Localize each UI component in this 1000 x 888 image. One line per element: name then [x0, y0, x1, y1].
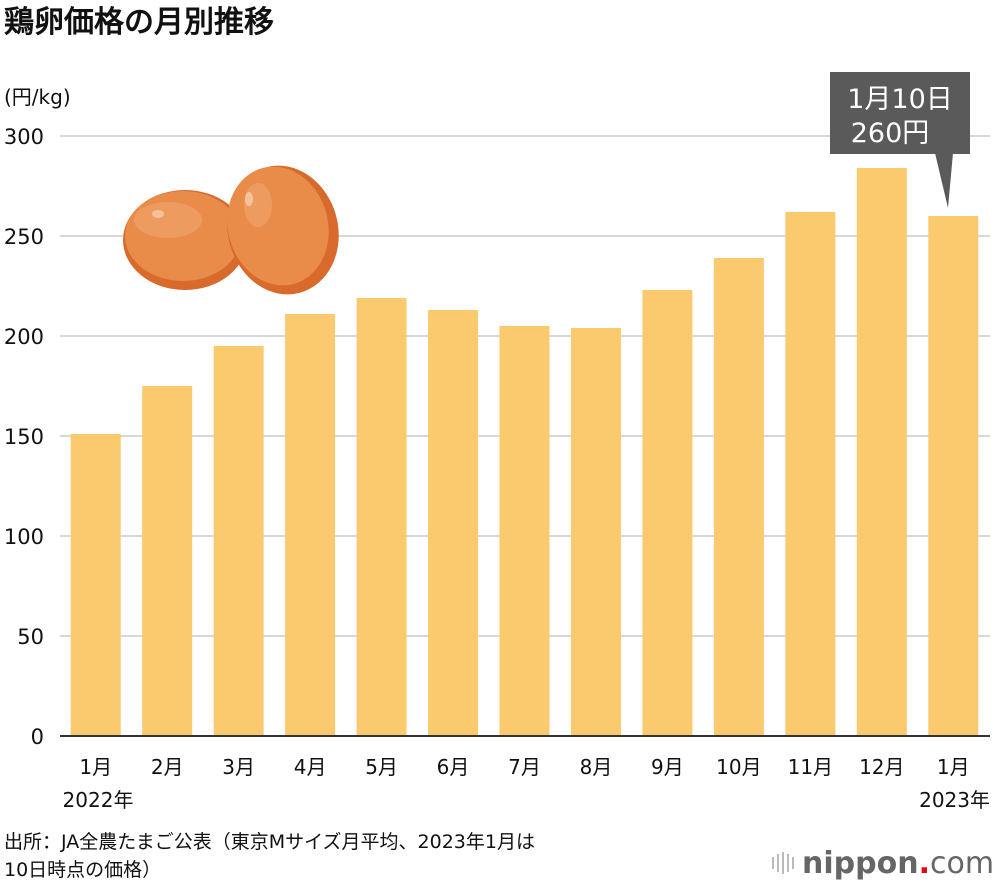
- bar: [428, 310, 479, 736]
- bar: [713, 258, 764, 736]
- source-note-line2: 10日時点の価格）: [4, 859, 161, 881]
- x-tick-label: 8月: [580, 755, 613, 779]
- source-note-line1: 出所：JA全農たまご公表（東京Mサイズ月平均、2023年1月は: [4, 831, 535, 853]
- bar: [356, 298, 407, 736]
- callout-price: 260円: [851, 118, 930, 149]
- callout-box: [830, 72, 970, 154]
- logo-bars-icon: [772, 852, 794, 874]
- x-tick-label: 9月: [651, 755, 684, 779]
- bar: [928, 216, 979, 736]
- x-tick-label: 10月: [716, 755, 761, 779]
- y-tick-label: 200: [4, 325, 44, 349]
- bar: [499, 326, 550, 736]
- callout-pointer: [935, 153, 953, 208]
- y-tick-label: 250: [4, 225, 44, 249]
- x-tick-label: 4月: [294, 755, 327, 779]
- y-tick-label: 150: [4, 425, 44, 449]
- bar: [70, 434, 121, 736]
- y-axis-label: (円/kg): [4, 85, 71, 109]
- y-tick-label: 50: [17, 625, 44, 649]
- logo-text: nippon.com: [802, 846, 994, 881]
- x-tick-label: 1月: [937, 755, 970, 779]
- egg-illustration: [123, 165, 339, 295]
- year-label-2023: 2023年: [919, 788, 990, 812]
- callout-date: 1月10日: [847, 84, 953, 115]
- x-tick-label: 11月: [788, 755, 833, 779]
- x-tick-label: 6月: [437, 755, 470, 779]
- x-tick-label: 5月: [365, 755, 398, 779]
- x-tick-label: 3月: [222, 755, 255, 779]
- year-label-2022: 2022年: [63, 788, 134, 812]
- x-tick-label: 12月: [859, 755, 904, 779]
- x-tick-label: 7月: [508, 755, 541, 779]
- chart-title: 鶏卵価格の月別推移: [4, 5, 274, 40]
- y-tick-label: 0: [31, 725, 44, 749]
- bar: [642, 290, 693, 736]
- annotation-callout: 1月10日 260円: [830, 72, 970, 208]
- bar: [856, 168, 907, 736]
- bar: [570, 328, 621, 736]
- bar: [213, 346, 264, 736]
- y-tick-label: 300: [4, 125, 44, 149]
- y-tick-label: 100: [4, 525, 44, 549]
- bar: [142, 386, 193, 736]
- nippon-logo: nippon.com: [772, 846, 994, 881]
- bar: [785, 212, 836, 736]
- x-tick-label: 1月: [79, 755, 112, 779]
- x-tick-label: 2月: [151, 755, 184, 779]
- bar: [285, 314, 336, 736]
